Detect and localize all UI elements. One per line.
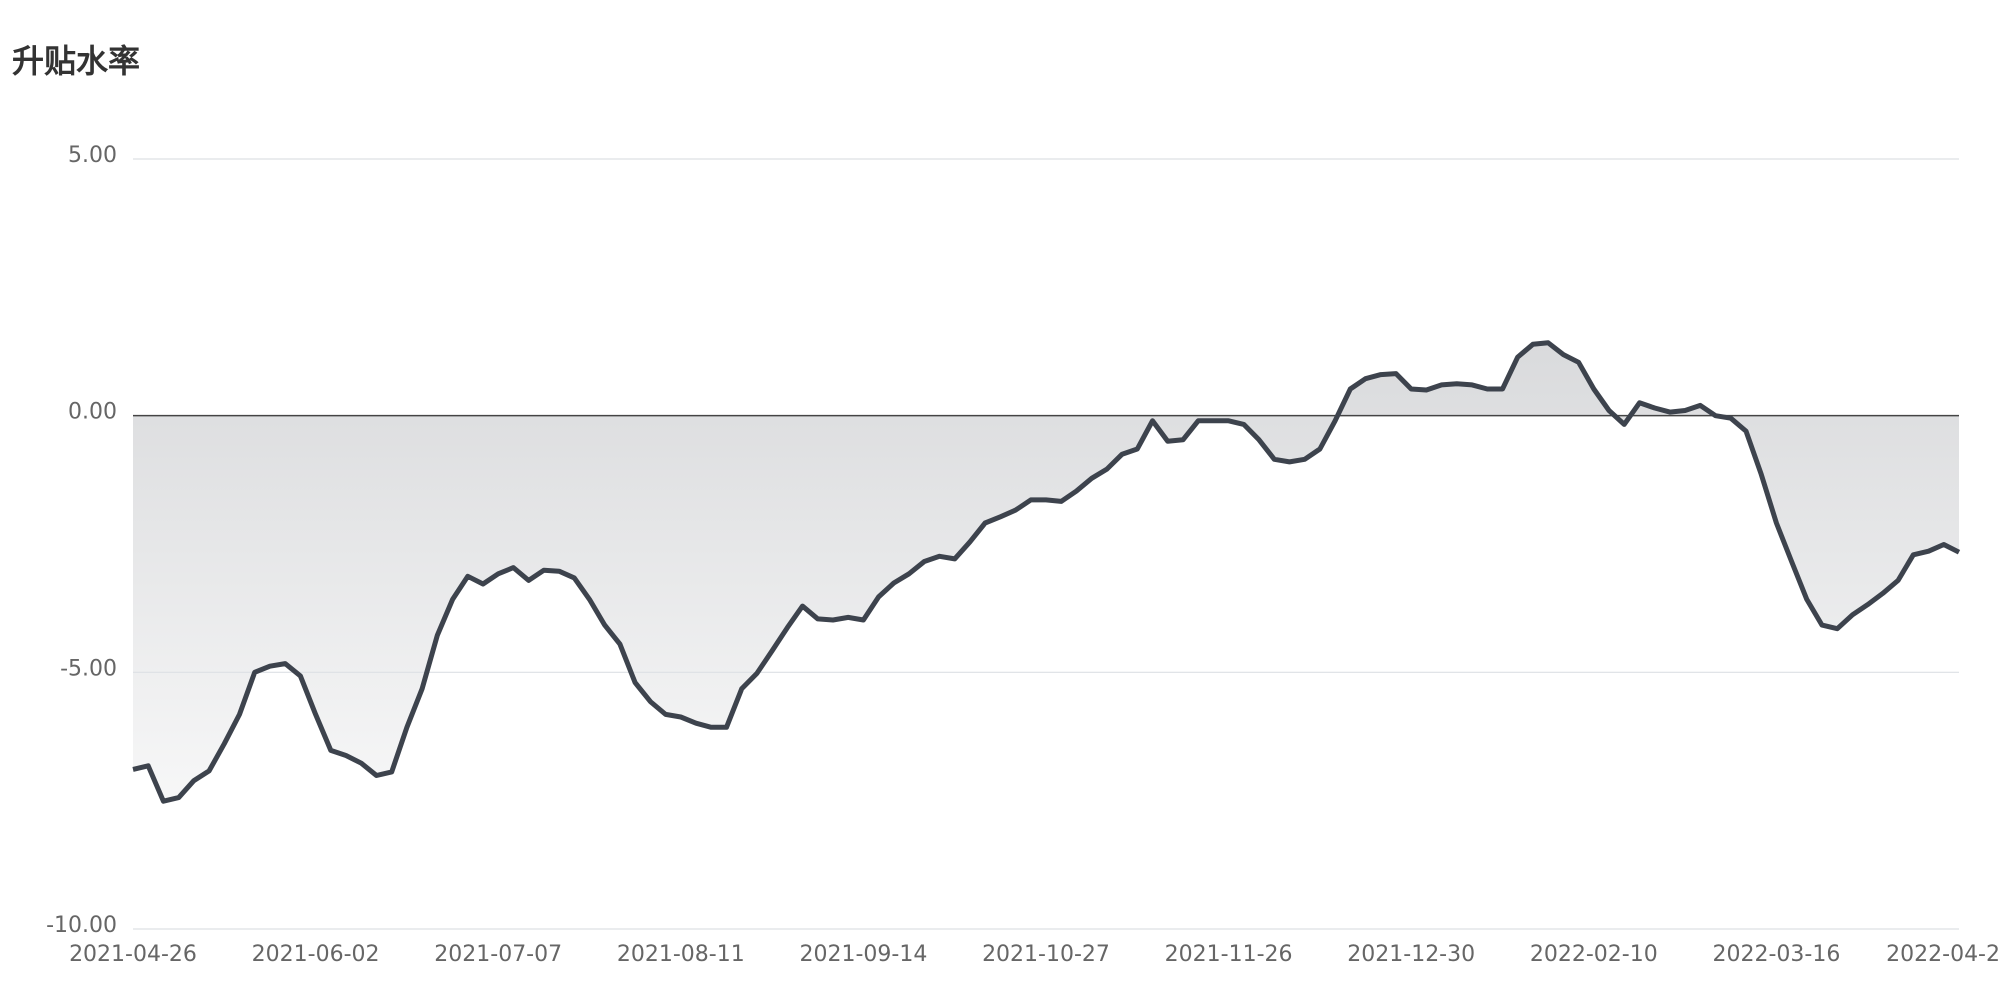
line: [132, 340, 1961, 804]
y-tick-label: -5.00: [60, 656, 117, 681]
x-tick-label: 2021-09-14: [799, 942, 927, 967]
x-tick-label: 2022-04-2: [1886, 942, 2000, 967]
y-tick-label: -10.00: [46, 913, 117, 938]
x-tick-label: 2022-02-10: [1530, 942, 1658, 967]
x-tick-label: 2021-12-30: [1347, 942, 1475, 967]
x-tick-label: 2021-11-26: [1165, 942, 1293, 967]
x-tick-label: 2021-06-02: [252, 942, 380, 967]
x-tick-label: 2021-08-11: [617, 942, 745, 967]
chart-title: 升贴水率: [12, 42, 140, 80]
x-tick-label: 2021-10-27: [982, 942, 1110, 967]
x-tick-label: 2021-04-26: [69, 942, 197, 967]
x-tick-label: 2022-03-16: [1712, 942, 1840, 967]
y-tick-label: 5.00: [68, 143, 117, 168]
area: [133, 342, 1959, 802]
x-tick-label: 2021-07-07: [434, 942, 562, 967]
y-tick-label: 0.00: [68, 400, 117, 425]
